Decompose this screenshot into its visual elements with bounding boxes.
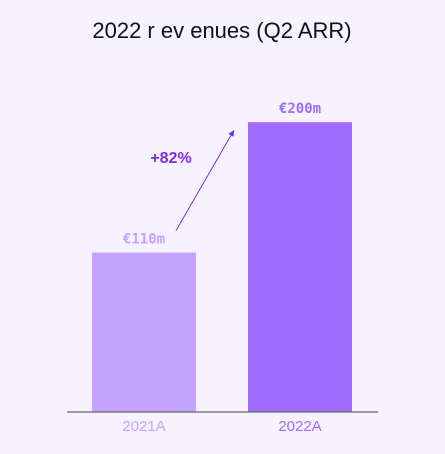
value-label-2022A: €200m bbox=[279, 101, 321, 117]
chart-title: 2022 r ev enues (Q2 ARR) bbox=[92, 18, 351, 43]
bar-2022A bbox=[248, 122, 352, 412]
x-tick-2022A: 2022A bbox=[278, 418, 321, 435]
growth-arrow bbox=[175, 129, 235, 231]
x-tick-2021A: 2021A bbox=[122, 418, 165, 435]
growth-label: +82% bbox=[150, 150, 191, 167]
bar-2021A bbox=[92, 252, 196, 412]
value-label-2021A: €110m bbox=[123, 232, 165, 248]
